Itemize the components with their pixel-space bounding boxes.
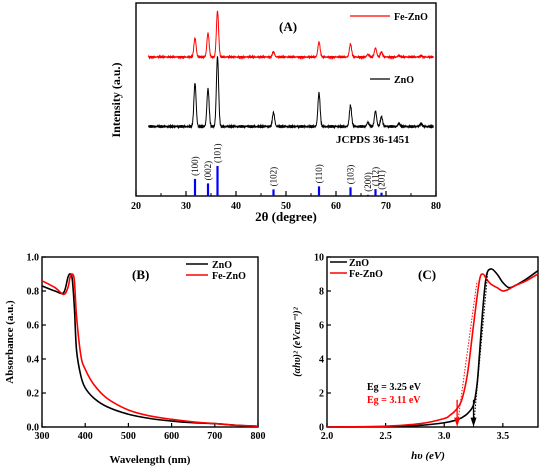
band-gap-arrow-head	[454, 417, 461, 427]
panel-b-ticks: 300 400 500 600 700 800 0.0 0.2 0.4 0.6 0.8 1.0	[27, 253, 266, 443]
panel-b: 300 400 500 600 700 800 0.0 0.2 0.4 0.6 0.8 1.0 (B)…	[4, 253, 266, 467]
panel-b-series-fe-zno-line	[41, 273, 259, 427]
panel-b-series-zno-line	[41, 273, 259, 427]
panel-c-x-tick-label: 2.0	[321, 431, 334, 442]
panel-c-x-axis-label: hυ (eV)	[411, 450, 445, 462]
panel-c-series	[326, 268, 539, 428]
series-fe-zno-xrd-line	[148, 10, 434, 60]
panel-b-y-tick-label: 0.4	[27, 355, 40, 366]
legend-zno-label-b: ZnO	[212, 260, 232, 271]
panel-b-y-tick-label: 0.2	[27, 389, 40, 400]
panel-c-ticks: 2.0 2.5 3.0 3.5 0 2 4 6 8 10	[314, 253, 509, 443]
panel-b-x-tick-label: 500	[121, 431, 136, 442]
panel-c-x-tick-label: 3.5	[497, 431, 510, 442]
panel-c-y-tick-label: 6	[319, 321, 324, 332]
reference-hkl-label: (201)	[377, 170, 387, 190]
panel-b-x-tick-label: 600	[164, 431, 179, 442]
tangent-line	[456, 280, 478, 428]
panel-a-x-tick-label: 60	[331, 201, 341, 212]
panel-a-x-tick-label: 70	[381, 201, 391, 212]
legend-zno-label-c: ZnO	[349, 258, 369, 269]
legend-fe-zno-label-a: Fe-ZnO	[394, 12, 428, 23]
panel-c-frame	[326, 256, 539, 428]
panel-a-x-tick-label: 30	[181, 201, 191, 212]
panel-c-y-tick-label: 10	[314, 253, 324, 264]
panel-c-y-tick-label: 4	[319, 355, 324, 366]
reference-hkl-label: (112)	[371, 167, 381, 186]
series-zno-xrd-line	[148, 56, 434, 130]
panel-c-y-axis-label: (αhυ)² (eVcm⁻¹)²	[292, 306, 303, 376]
panel-c-x-tick-label: 3.0	[438, 431, 451, 442]
panel-b-x-tick-label: 800	[251, 431, 266, 442]
jcpds-label: JCPDS 36-1451	[336, 134, 410, 146]
panel-b-label: (B)	[132, 267, 149, 282]
panel-a-x-axis-label: 2θ (degree)	[255, 209, 317, 224]
panel-a-x-ticks: 20 30 40 50 60 70 80	[131, 191, 441, 212]
panel-a-y-axis-label: Intensity (a.u.)	[109, 62, 123, 137]
panel-c-label: (C)	[418, 267, 436, 282]
panel-c-series-fe-zno-line	[326, 273, 539, 428]
panel-c-y-tick-label: 2	[319, 389, 324, 400]
legend-fe-zno-label-c: Fe-ZnO	[349, 269, 383, 280]
panel-a: 20 30 40 50 60 70 80 (100) (002)(101) (102) (110)…	[109, 2, 441, 224]
reference-hkl-label: (101)	[213, 144, 223, 164]
eg-zno-annotation: Eg = 3.25 eV	[367, 382, 422, 393]
reference-hkl-label: (002)	[203, 161, 213, 181]
panel-c-y-tick-label: 8	[319, 287, 324, 298]
panel-a-reference-lines: (100) (002)(101) (102) (110) (103) (200)(112)…	[190, 144, 387, 196]
panel-a-series	[148, 10, 434, 130]
panel-b-y-tick-label: 0.8	[27, 287, 40, 298]
panel-b-series	[41, 273, 259, 427]
panel-a-x-tick-label: 50	[281, 201, 291, 212]
eg-fe-zno-annotation: Eg = 3.11 eV	[367, 395, 421, 406]
legend-fe-zno-label-b: Fe-ZnO	[212, 271, 246, 282]
panel-a-x-tick-label: 80	[431, 201, 441, 212]
panel-b-y-tick-label: 0.0	[27, 423, 40, 434]
panel-a-label: (A)	[279, 19, 297, 34]
panel-b-x-tick-label: 700	[207, 431, 222, 442]
reference-hkl-label: (103)	[346, 165, 356, 185]
panel-c-series-zno-line	[326, 268, 539, 428]
reference-hkl-label: (200)	[363, 172, 373, 192]
panel-a-x-tick-label: 40	[231, 201, 241, 212]
panel-b-y-tick-label: 0.6	[27, 321, 40, 332]
reference-hkl-label: (102)	[269, 167, 279, 187]
reference-hkl-label: (100)	[190, 156, 200, 176]
panel-c-y-tick-label: 0	[319, 423, 324, 434]
band-gap-arrow-head	[470, 417, 477, 427]
panel-b-x-tick-label: 300	[35, 431, 50, 442]
panel-b-frame	[41, 256, 259, 428]
panel-b-y-tick-label: 1.0	[27, 253, 40, 264]
legend-zno-label-a: ZnO	[394, 75, 414, 86]
reference-hkl-label: (110)	[314, 164, 324, 183]
panel-c: 2.0 2.5 3.0 3.5 0 2 4 6 8 10 (C) ZnO Fe-ZnO Eg = …	[292, 253, 539, 462]
panel-c-x-tick-label: 2.5	[379, 431, 392, 442]
panel-b-y-axis-label: Absorbance (a.u.)	[4, 300, 16, 384]
panel-a-x-tick-label: 20	[131, 201, 141, 212]
panel-b-x-tick-label: 400	[78, 431, 93, 442]
panel-b-x-axis-label: Wavelength (nm)	[110, 454, 191, 466]
